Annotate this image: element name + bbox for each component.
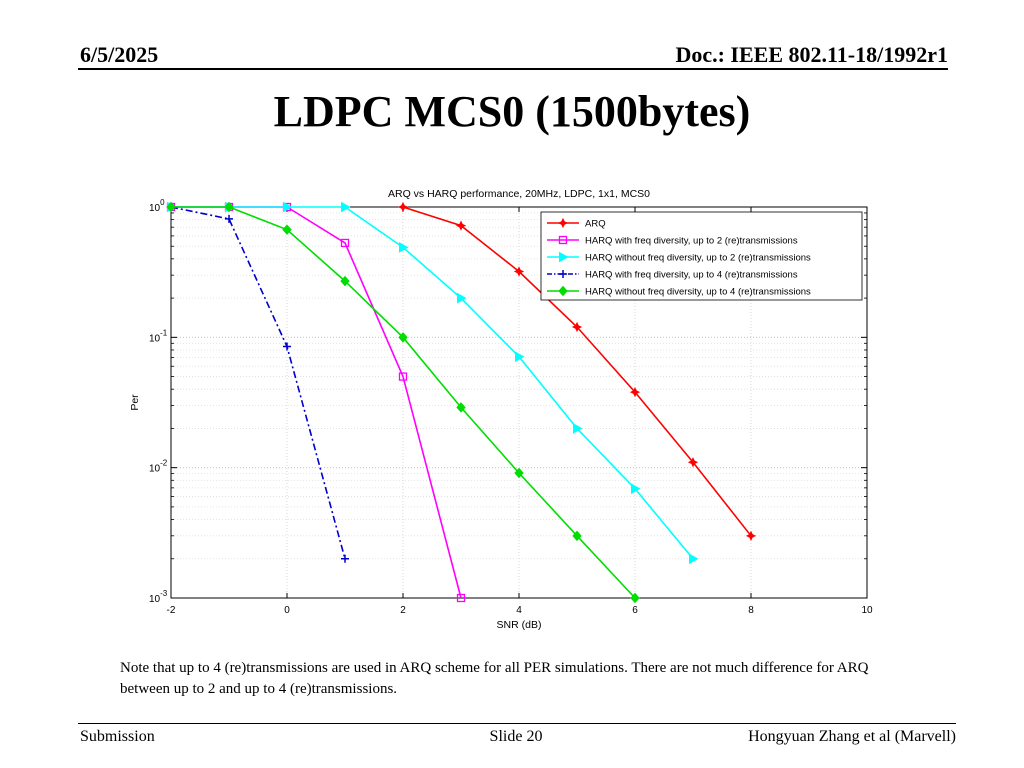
legend-marker <box>557 217 569 229</box>
y-tick-label: 10-2 <box>149 459 168 475</box>
legend-item: HARQ without freq diversity, up to 2 (re… <box>547 251 811 264</box>
data-point <box>630 592 640 604</box>
footer-divider <box>78 723 956 724</box>
data-point <box>573 423 583 434</box>
data-point <box>340 238 350 248</box>
legend-label: HARQ without freq diversity, up to 4 (re… <box>585 287 811 298</box>
x-tick-label: 8 <box>748 605 754 616</box>
series-4 <box>166 201 640 604</box>
data-point <box>399 242 409 253</box>
chart-title: ARQ vs HARQ performance, 20MHz, LDPC, 1x… <box>388 188 650 200</box>
data-point <box>224 201 234 213</box>
legend-label: HARQ without freq diversity, up to 2 (re… <box>585 253 811 264</box>
x-tick-label: 2 <box>400 605 406 616</box>
legend-label: HARQ with freq diversity, up to 4 (re)tr… <box>585 270 798 281</box>
data-point <box>457 292 467 304</box>
x-tick-label: 6 <box>632 605 638 616</box>
data-point <box>225 214 233 223</box>
data-point <box>629 386 641 398</box>
x-tick-label: 10 <box>861 605 873 616</box>
footer-slide-number: Slide 20 <box>489 728 543 745</box>
header-divider <box>78 68 948 70</box>
legend-item: HARQ with freq diversity, up to 4 (re)tr… <box>547 270 798 281</box>
data-point <box>397 201 409 213</box>
data-point <box>341 554 349 563</box>
data-point <box>398 372 408 381</box>
data-point <box>689 553 699 565</box>
x-tick-label: -2 <box>167 605 176 616</box>
legend-marker <box>558 235 568 245</box>
series-0 <box>397 201 757 541</box>
slide-note: Note that up to 4 (re)transmissions are … <box>120 660 869 697</box>
legend-marker <box>559 251 569 263</box>
data-point <box>283 201 293 213</box>
legend-item: ARQ <box>547 217 606 230</box>
x-axis-label: SNR (dB) <box>497 619 542 631</box>
data-point <box>687 457 699 468</box>
header-doc-id: Doc.: IEEE 802.11-18/1992r1 <box>675 42 948 67</box>
legend-item: HARQ with freq diversity, up to 2 (re)tr… <box>547 236 798 247</box>
data-point <box>571 321 583 333</box>
series-line <box>171 206 694 560</box>
data-point <box>631 483 641 495</box>
data-point <box>282 224 292 235</box>
y-tick-label: 10-1 <box>149 328 168 344</box>
series-2 <box>167 201 699 565</box>
legend-item: HARQ without freq diversity, up to 4 (re… <box>547 285 811 298</box>
data-point <box>745 530 757 541</box>
slide-title: LDPC MCS0 (1500bytes) <box>273 87 751 136</box>
footer-author: Hongyuan Zhang et al (Marvell) <box>748 728 956 745</box>
legend-label: HARQ with freq diversity, up to 2 (re)tr… <box>585 236 798 247</box>
data-point <box>572 530 582 542</box>
y-tick-label: 100 <box>149 198 165 214</box>
data-point <box>456 402 466 413</box>
legend-marker <box>558 285 568 297</box>
data-point <box>398 332 408 343</box>
data-point <box>455 220 467 231</box>
footer-submission: Submission <box>80 728 155 745</box>
data-point <box>514 467 524 479</box>
x-tick-label: 4 <box>516 605 522 616</box>
legend-label: ARQ <box>585 219 606 230</box>
data-point <box>283 342 291 351</box>
y-tick-label: 10-3 <box>149 589 168 605</box>
y-axis-label: Per <box>129 394 141 411</box>
data-point <box>341 201 351 213</box>
data-point <box>456 593 466 603</box>
data-point <box>513 266 525 277</box>
legend: ARQ HARQ with freq diversity, up to 2 (re… <box>540 211 863 301</box>
x-tick-label: 0 <box>284 605 290 616</box>
data-point <box>340 275 350 287</box>
per-chart: -2 0 2 4 6 8 10 100 10-1 10-2 10-3 ARQ vs HARQ perf… <box>129 188 873 631</box>
legend-box <box>540 211 863 301</box>
legend-marker <box>559 270 567 278</box>
data-point <box>515 351 525 363</box>
header-date: 6/5/2025 <box>80 42 159 67</box>
data-point <box>166 201 176 213</box>
